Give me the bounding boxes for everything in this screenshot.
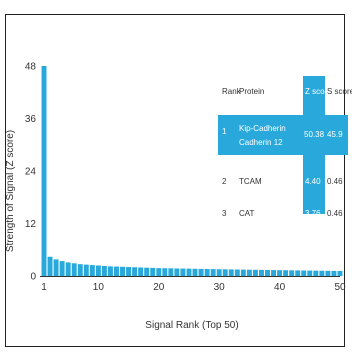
table-header-z-score: Z score xyxy=(305,87,332,96)
bar-rank-7 xyxy=(77,264,83,276)
bar-rank-28 xyxy=(204,269,210,276)
bar-rank-30 xyxy=(216,269,222,276)
table-row-2-protein: TCAM xyxy=(239,177,262,186)
bar-rank-43 xyxy=(295,270,301,276)
bar-rank-16 xyxy=(132,267,138,276)
x-tick-label-20: 20 xyxy=(153,282,165,293)
x-axis-title: Signal Rank (Top 50) xyxy=(145,320,238,331)
bar-rank-38 xyxy=(265,269,270,276)
bar-rank-14 xyxy=(120,266,125,276)
bar-rank-48 xyxy=(325,270,331,276)
x-tick-label-50: 50 xyxy=(334,282,346,293)
bar-rank-31 xyxy=(222,269,228,276)
table-row-3-protein: CAT xyxy=(239,209,255,218)
bar-rank-34 xyxy=(240,269,246,276)
y-tick-label-12: 12 xyxy=(25,219,37,230)
x-tick-label-1: 1 xyxy=(41,282,47,293)
bar-rank-27 xyxy=(198,268,204,276)
bar-rank-29 xyxy=(210,269,216,276)
bar-rank-36 xyxy=(252,269,258,276)
bar-rank-9 xyxy=(89,265,95,276)
table-row-3-s-score: 0.46 xyxy=(327,209,343,218)
bar-rank-45 xyxy=(307,270,313,276)
bar-rank-4 xyxy=(59,261,65,277)
y-tick-label-48: 48 xyxy=(25,62,37,73)
bar-rank-32 xyxy=(228,269,234,276)
bar-rank-47 xyxy=(319,270,325,276)
table-header-protein: Protein xyxy=(239,87,264,96)
bar-rank-24 xyxy=(180,268,186,276)
bar-rank-6 xyxy=(71,263,77,276)
bar-rank-15 xyxy=(126,267,132,276)
x-ticks: 1 10 20 30 40 50 xyxy=(41,282,346,293)
table-header-rank: Rank xyxy=(222,87,242,96)
bar-rank-35 xyxy=(246,269,252,276)
y-tick-label-0: 0 xyxy=(30,272,36,283)
results-table: Rank Protein Z score S score 1 Kip-Cadhe… xyxy=(218,76,352,218)
bar-rank-22 xyxy=(168,268,174,276)
table-row-1-rank: 1 xyxy=(222,127,227,136)
bar-rank-37 xyxy=(258,269,264,277)
bar-rank-40 xyxy=(277,270,283,276)
bar-rank-33 xyxy=(234,269,240,276)
bar-rank-19 xyxy=(150,267,156,276)
bar-rank-26 xyxy=(192,268,198,276)
bar-rank-44 xyxy=(301,270,307,276)
bar-rank-5 xyxy=(65,262,71,276)
bar-rank-25 xyxy=(186,268,192,276)
y-axis-title: Strength of Signal (Z score) xyxy=(5,130,16,252)
bar-rank-20 xyxy=(156,268,162,277)
table-row-2-z-score: 4.40 xyxy=(305,177,321,186)
bar-rank-23 xyxy=(174,268,180,276)
table-row-3-rank: 3 xyxy=(222,209,227,218)
table-row-1-protein-line2: Cadherin 12 xyxy=(239,138,283,147)
bar-rank-3 xyxy=(53,259,59,277)
bar-rank-21 xyxy=(162,268,168,276)
bar-rank-50 xyxy=(337,271,343,276)
bar-rank-46 xyxy=(313,270,319,276)
table-row-1-z-score: 50.38 xyxy=(304,130,325,139)
bar-rank-13 xyxy=(114,266,119,276)
table-row-1-s-score: 45.9 xyxy=(327,130,343,139)
bars-group xyxy=(41,66,343,277)
table-row-2-rank: 2 xyxy=(222,177,227,186)
bar-rank-10 xyxy=(95,265,101,276)
y-ticks: 0 12 24 36 48 xyxy=(25,62,37,283)
table-row-1-protein-line1: Kip-Cadherin xyxy=(239,124,286,133)
x-tick-label-10: 10 xyxy=(93,282,105,293)
x-tick-label-40: 40 xyxy=(274,282,286,293)
table-header-s-score: S score xyxy=(327,87,352,96)
table-highlight-row xyxy=(218,115,348,155)
table-row-2-s-score: 0.46 xyxy=(327,177,343,186)
bar-rank-18 xyxy=(144,267,150,276)
y-tick-label-24: 24 xyxy=(25,167,37,178)
bar-rank-49 xyxy=(331,270,337,276)
y-tick-label-36: 36 xyxy=(25,114,37,125)
chart-frame xyxy=(5,14,345,347)
x-tick-label-30: 30 xyxy=(214,282,226,293)
bar-rank-39 xyxy=(271,270,277,276)
bar-rank-8 xyxy=(83,264,89,277)
table-row-3-z-score: 3.76 xyxy=(305,209,321,218)
bar-rank-42 xyxy=(289,270,295,276)
bar-rank-1 xyxy=(41,66,47,276)
bar-rank-17 xyxy=(138,267,144,276)
bar-rank-12 xyxy=(107,266,113,277)
bar-rank-11 xyxy=(101,265,107,276)
bar-rank-41 xyxy=(283,270,289,276)
bar-rank-2 xyxy=(47,256,53,276)
